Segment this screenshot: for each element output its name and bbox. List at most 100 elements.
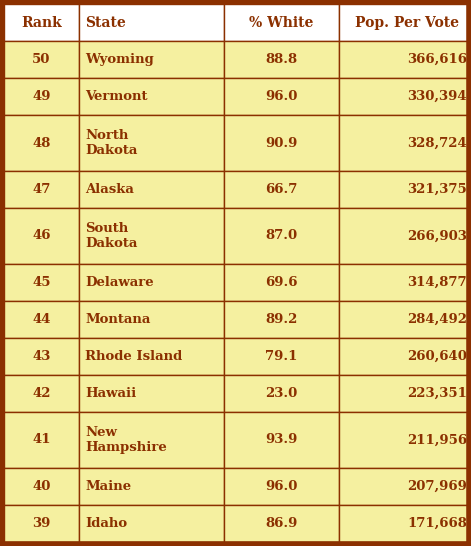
Text: 328,724: 328,724 (407, 136, 467, 150)
Text: 87.0: 87.0 (266, 229, 298, 242)
Text: 49: 49 (32, 90, 51, 103)
Bar (224, 505, 339, 542)
Bar (224, 208, 339, 264)
Text: Pop. Per Vote: Pop. Per Vote (355, 15, 459, 29)
Bar (79, 264, 224, 301)
Bar (224, 41, 339, 78)
Text: 86.9: 86.9 (265, 517, 298, 530)
Bar (339, 301, 471, 338)
Bar (79, 505, 224, 542)
Text: 284,492: 284,492 (407, 313, 467, 326)
Bar (224, 264, 339, 301)
Text: Alaska: Alaska (85, 183, 134, 196)
Text: Vermont: Vermont (85, 90, 147, 103)
Bar (224, 468, 339, 505)
Text: Montana: Montana (85, 313, 150, 326)
Bar (4, 171, 79, 208)
Bar (4, 208, 79, 264)
Bar (4, 375, 79, 412)
Text: 207,969: 207,969 (407, 480, 467, 493)
Text: 23.0: 23.0 (265, 387, 298, 400)
Text: 90.9: 90.9 (265, 136, 298, 150)
Bar (339, 264, 471, 301)
Bar (339, 468, 471, 505)
Text: 266,903: 266,903 (407, 229, 467, 242)
Bar (79, 171, 224, 208)
Text: Hawaii: Hawaii (85, 387, 136, 400)
Text: 89.2: 89.2 (265, 313, 298, 326)
Text: Delaware: Delaware (85, 276, 154, 289)
Text: South
Dakota: South Dakota (85, 222, 138, 250)
Bar (224, 375, 339, 412)
Bar (224, 4, 339, 41)
Text: 69.6: 69.6 (265, 276, 298, 289)
Bar (339, 208, 471, 264)
Bar (339, 41, 471, 78)
Bar (339, 375, 471, 412)
Bar (79, 412, 224, 468)
Bar (4, 468, 79, 505)
Bar (79, 115, 224, 171)
Text: 41: 41 (32, 434, 51, 447)
Text: State: State (85, 15, 126, 29)
Text: Maine: Maine (85, 480, 131, 493)
Bar (339, 505, 471, 542)
Text: 48: 48 (32, 136, 51, 150)
Text: 46: 46 (32, 229, 51, 242)
Bar (339, 171, 471, 208)
Bar (79, 301, 224, 338)
Bar (79, 338, 224, 375)
Bar (339, 338, 471, 375)
Text: 93.9: 93.9 (265, 434, 298, 447)
Text: Rank: Rank (21, 15, 62, 29)
Text: % White: % White (249, 15, 314, 29)
Bar (79, 208, 224, 264)
Bar (4, 264, 79, 301)
Bar (224, 412, 339, 468)
Text: 366,616: 366,616 (407, 53, 467, 66)
Text: 79.1: 79.1 (265, 350, 298, 363)
Text: 88.8: 88.8 (266, 53, 298, 66)
Bar (4, 338, 79, 375)
Text: 40: 40 (32, 480, 51, 493)
Text: New
Hampshire: New Hampshire (85, 426, 167, 454)
Bar (339, 115, 471, 171)
Bar (4, 4, 79, 41)
Bar (4, 301, 79, 338)
Text: 260,640: 260,640 (407, 350, 467, 363)
Text: Idaho: Idaho (85, 517, 127, 530)
Bar (224, 171, 339, 208)
Bar (339, 4, 471, 41)
Bar (79, 41, 224, 78)
Text: 321,375: 321,375 (407, 183, 467, 196)
Text: 96.0: 96.0 (265, 90, 298, 103)
Text: 39: 39 (32, 517, 51, 530)
Text: 66.7: 66.7 (265, 183, 298, 196)
Text: 50: 50 (32, 53, 51, 66)
Bar (339, 78, 471, 115)
Text: 314,877: 314,877 (407, 276, 467, 289)
Text: 223,351: 223,351 (407, 387, 467, 400)
Text: 211,956: 211,956 (407, 434, 467, 447)
Bar (339, 412, 471, 468)
Bar (4, 115, 79, 171)
Text: Rhode Island: Rhode Island (85, 350, 182, 363)
Bar (4, 505, 79, 542)
Bar (79, 78, 224, 115)
Text: 330,394: 330,394 (407, 90, 467, 103)
Bar (224, 338, 339, 375)
Bar (79, 375, 224, 412)
Bar (224, 78, 339, 115)
Bar (224, 301, 339, 338)
Text: 47: 47 (32, 183, 51, 196)
Bar (79, 4, 224, 41)
Bar (4, 412, 79, 468)
Text: 42: 42 (32, 387, 51, 400)
Bar (79, 468, 224, 505)
Text: 96.0: 96.0 (265, 480, 298, 493)
Text: 43: 43 (32, 350, 51, 363)
Text: North
Dakota: North Dakota (85, 129, 138, 157)
Bar (4, 41, 79, 78)
Text: Wyoming: Wyoming (85, 53, 154, 66)
Text: 44: 44 (32, 313, 51, 326)
